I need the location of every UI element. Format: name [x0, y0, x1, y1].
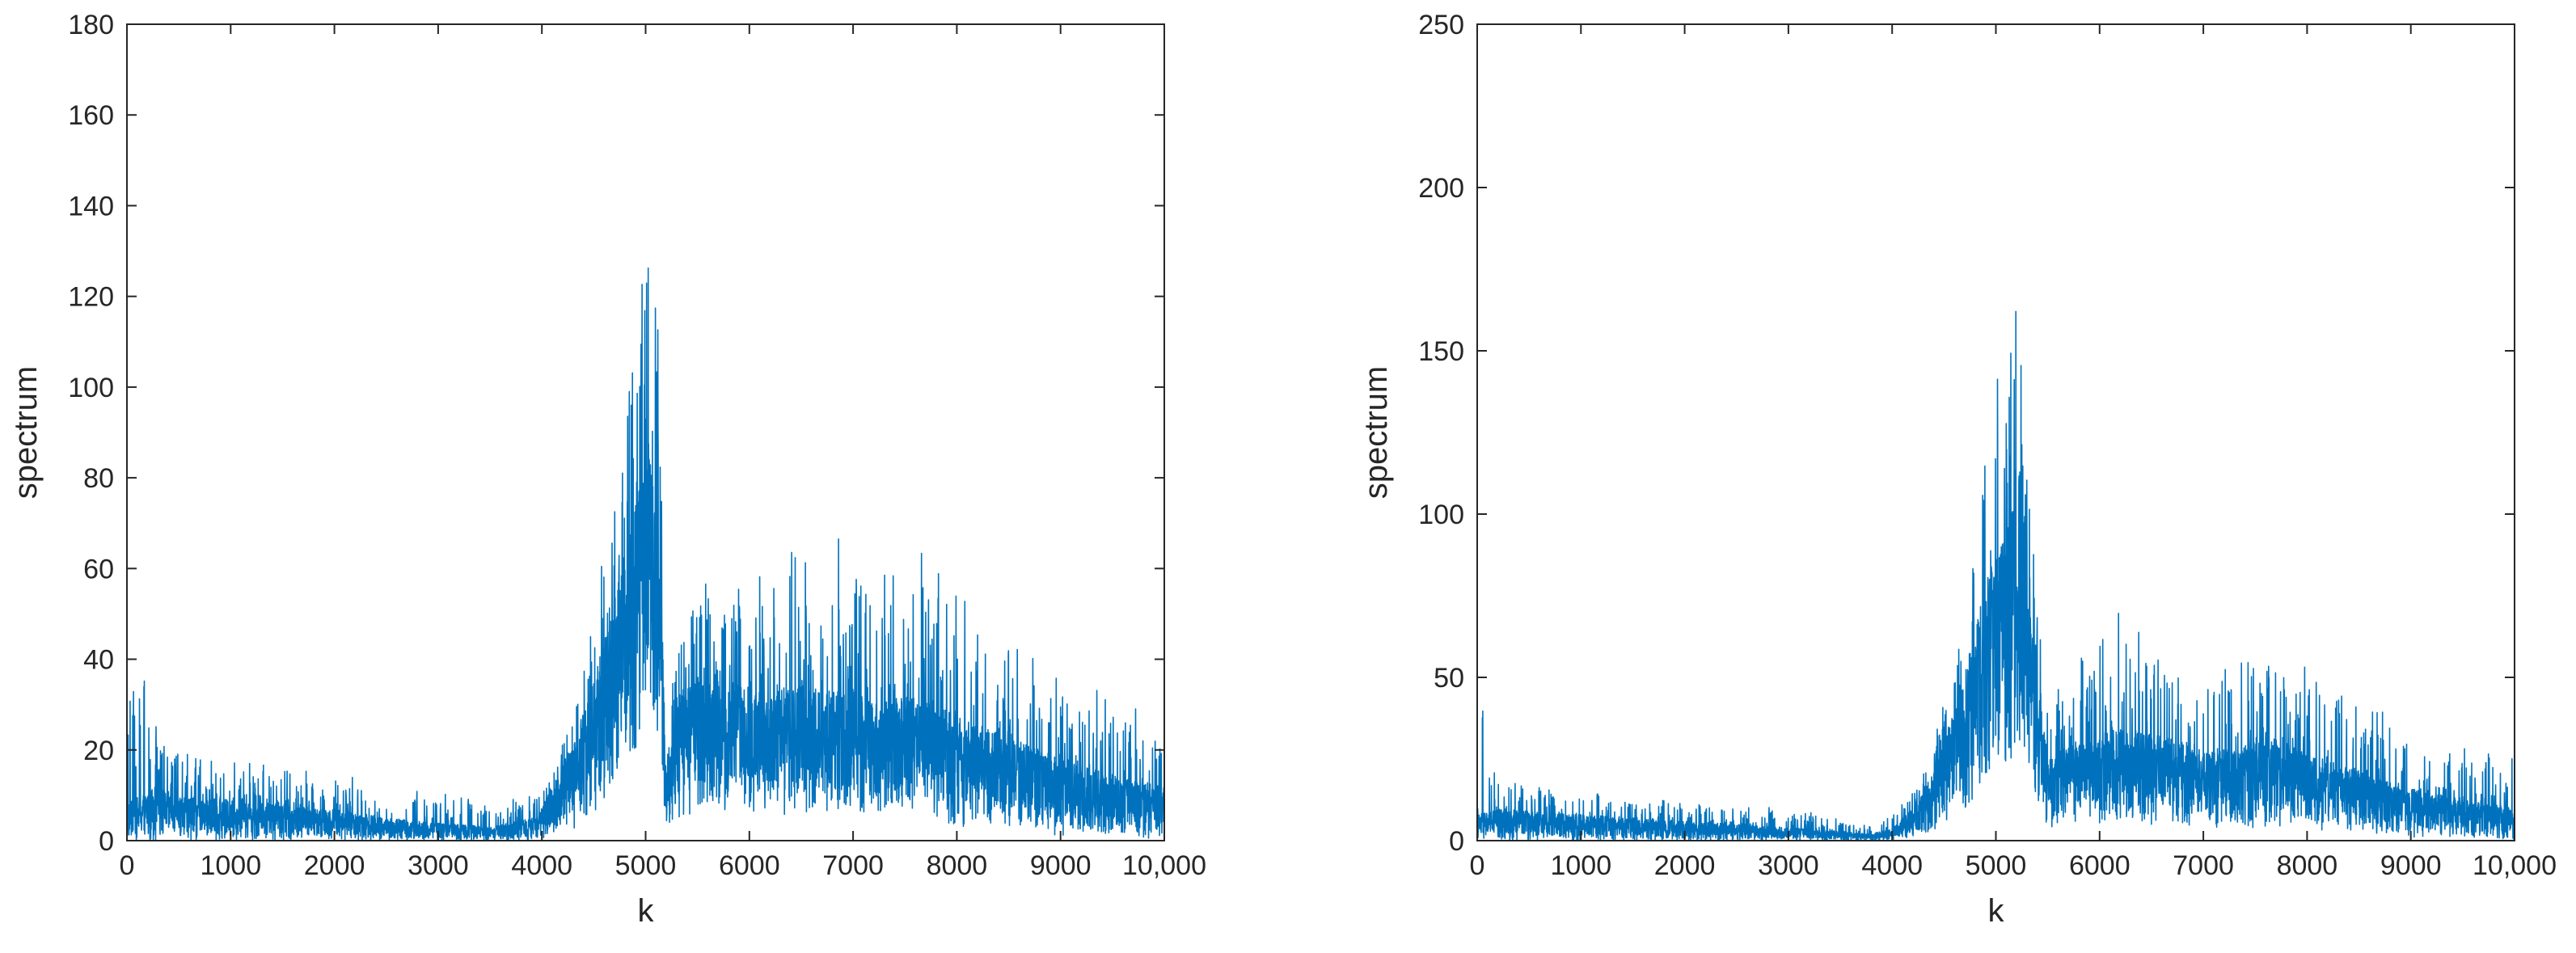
left-x-tick-label: 7000 [822, 850, 884, 881]
right-series-layer [1476, 310, 2515, 841]
right-panel: 0 1000 2000 3000 4000 5000 6000 7000 8000 9000 10,… [1358, 10, 2557, 929]
right-x-tick-label: 7000 [2173, 850, 2234, 881]
left-x-axis-label: k [638, 893, 655, 929]
right-x-tick-label: 8000 [2277, 850, 2338, 881]
left-x-tick-label: 8000 [927, 850, 988, 881]
right-ticks: 0 1000 2000 3000 4000 5000 6000 7000 8000 9000 10,… [1418, 10, 2557, 881]
left-x-tick-label: 10,000 [1122, 850, 1206, 881]
right-x-tick-label: 10,000 [2473, 850, 2557, 881]
left-x-tick-label: 0 [120, 850, 135, 881]
left-y-axis-label: spectrum [8, 366, 44, 500]
left-x-tick-label: 5000 [615, 850, 677, 881]
right-y-tick-label: 250 [1418, 10, 1464, 40]
left-x-tick-label: 9000 [1030, 850, 1092, 881]
left-y-tick-label: 100 [68, 373, 114, 403]
left-y-tick-label: 180 [68, 10, 114, 40]
left-x-tick-label: 4000 [511, 850, 572, 881]
right-x-tick-label: 9000 [2380, 850, 2442, 881]
right-x-tick-label: 1000 [1550, 850, 1611, 881]
left-x-tick-label: 6000 [719, 850, 780, 881]
left-x-tick-label: 2000 [304, 850, 365, 881]
left-y-tick-label: 80 [83, 463, 114, 494]
left-y-tick-label: 0 [99, 826, 114, 857]
left-y-tick-label: 140 [68, 191, 114, 221]
right-y-tick-label: 200 [1418, 173, 1464, 204]
left-y-tick-label: 60 [83, 554, 114, 584]
left-panel: 0 1000 2000 3000 4000 5000 6000 7000 8000 9000 10,… [8, 10, 1206, 929]
right-y-tick-label: 100 [1418, 500, 1464, 530]
left-x-tick-label: 1000 [200, 850, 261, 881]
right-x-axis-label: k [1988, 893, 2005, 929]
left-x-tick-label: 3000 [408, 850, 469, 881]
right-x-tick-label: 0 [1470, 850, 1485, 881]
left-spectrum-line [126, 267, 1165, 841]
right-x-tick-label: 3000 [1758, 850, 1819, 881]
right-spectrum-line [1476, 310, 2515, 841]
left-series-layer [126, 267, 1165, 841]
right-x-tick-label: 2000 [1654, 850, 1716, 881]
left-y-tick-label: 160 [68, 100, 114, 131]
right-y-tick-label: 50 [1434, 663, 1464, 694]
right-y-axis-label: spectrum [1358, 366, 1394, 500]
right-y-tick-label: 150 [1418, 336, 1464, 367]
right-x-tick-label: 6000 [2069, 850, 2130, 881]
right-x-tick-label: 5000 [1966, 850, 2027, 881]
left-y-tick-label: 120 [68, 282, 114, 313]
left-y-tick-label: 40 [83, 645, 114, 676]
right-x-tick-label: 4000 [1861, 850, 1923, 881]
left-ticks: 0 1000 2000 3000 4000 5000 6000 7000 8000 9000 10,… [68, 10, 1206, 881]
right-y-tick-label: 0 [1449, 826, 1464, 857]
left-y-tick-label: 20 [83, 736, 114, 766]
